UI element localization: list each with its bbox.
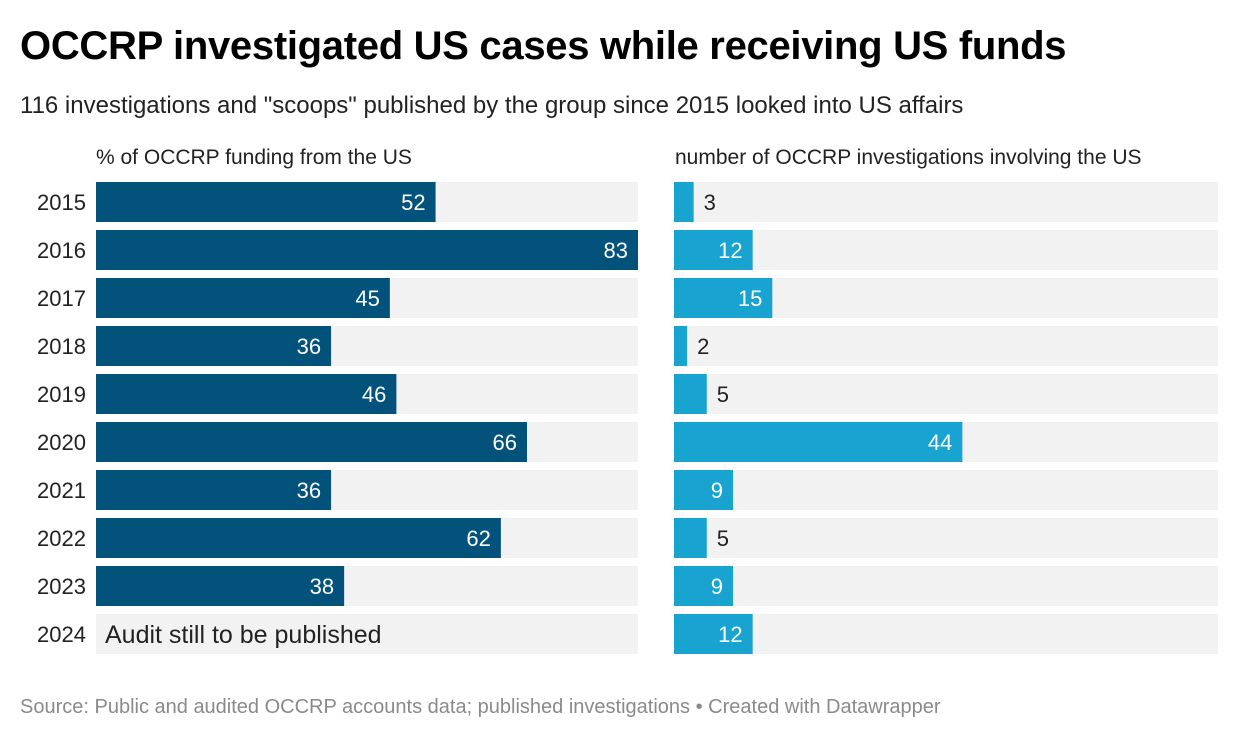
value-label-0-2019: 46 (362, 382, 386, 407)
value-label-0-2016: 83 (604, 238, 628, 263)
track-0-2024 (96, 614, 638, 654)
bar-0-2015 (96, 182, 436, 222)
bar-0-2023 (96, 566, 345, 606)
bar-0-2020 (96, 422, 527, 462)
year-label-2021: 2021 (37, 478, 86, 503)
track-1-2019 (674, 374, 1218, 414)
value-label-0-2017: 45 (355, 286, 379, 311)
bar-1-2021 (674, 470, 733, 510)
value-label-1-2018: 2 (697, 334, 709, 359)
year-label-2022: 2022 (37, 526, 86, 551)
bar-1-2019 (674, 374, 707, 414)
value-label-0-2023: 38 (310, 574, 334, 599)
bar-1-2018 (674, 326, 688, 366)
bar-1-2023 (674, 566, 733, 606)
footer-separator: • (690, 696, 709, 718)
source-note: Source: Public and audited OCCRP account… (20, 696, 691, 718)
bar-1-2016 (674, 230, 753, 270)
year-label-2018: 2018 (37, 334, 86, 359)
year-label-2017: 2017 (37, 286, 86, 311)
year-label-2016: 2016 (37, 238, 86, 263)
bar-0-2021 (96, 470, 332, 510)
value-label-0-2021: 36 (297, 478, 321, 503)
value-label-1-2019: 5 (717, 382, 729, 407)
bar-0-2016 (96, 230, 638, 270)
bar-1-2024 (674, 614, 753, 654)
bar-0-2018 (96, 326, 332, 366)
bar-0-2022 (96, 518, 501, 558)
value-label-0-2022: 62 (466, 526, 490, 551)
left-panel-header: % of OCCRP funding from the US (96, 146, 412, 169)
track-1-2016 (674, 230, 1218, 270)
bar-1-2015 (674, 182, 694, 222)
chart-title: OCCRP investigated US cases while receiv… (20, 24, 1067, 68)
value-label-1-2023: 9 (711, 574, 723, 599)
note-2024: Audit still to be published (105, 621, 382, 649)
value-label-0-2020: 66 (493, 430, 517, 455)
track-1-2023 (674, 566, 1218, 606)
value-label-1-2022: 5 (717, 526, 729, 551)
value-label-1-2017: 15 (738, 286, 762, 311)
bar-1-2017 (674, 278, 773, 318)
chart-subtitle: 116 investigations and "scoops" publishe… (20, 92, 964, 119)
right-panel-header: number of OCCRP investigations involving… (675, 146, 1142, 169)
year-label-2024: 2024 (37, 622, 86, 647)
track-1-2021 (674, 470, 1218, 510)
value-label-1-2016: 12 (718, 238, 742, 263)
track-1-2015 (674, 182, 1218, 222)
value-label-1-2015: 3 (704, 190, 716, 215)
track-1-2024 (674, 614, 1218, 654)
chart-footer: Source: Public and audited OCCRP account… (20, 694, 941, 720)
bar-0-2017 (96, 278, 390, 318)
bar-1-2022 (674, 518, 707, 558)
year-label-2015: 2015 (37, 190, 86, 215)
track-1-2018 (674, 326, 1218, 366)
year-label-2019: 2019 (37, 382, 86, 407)
bar-chart: 2015 2016 2017 2018 2019 2020 2021 2022 2023 2024… (37, 182, 1218, 654)
track-1-2022 (674, 518, 1218, 558)
bar-1-2020 (674, 422, 963, 462)
bar-0-2019 (96, 374, 397, 414)
value-label-1-2020: 44 (928, 430, 952, 455)
value-label-1-2021: 9 (711, 478, 723, 503)
year-label-2020: 2020 (37, 430, 86, 455)
created-with-link[interactable]: Created with Datawrapper (708, 696, 941, 718)
year-label-2023: 2023 (37, 574, 86, 599)
value-label-0-2015: 52 (401, 190, 425, 215)
value-label-1-2024: 12 (718, 622, 742, 647)
value-label-0-2018: 36 (297, 334, 321, 359)
